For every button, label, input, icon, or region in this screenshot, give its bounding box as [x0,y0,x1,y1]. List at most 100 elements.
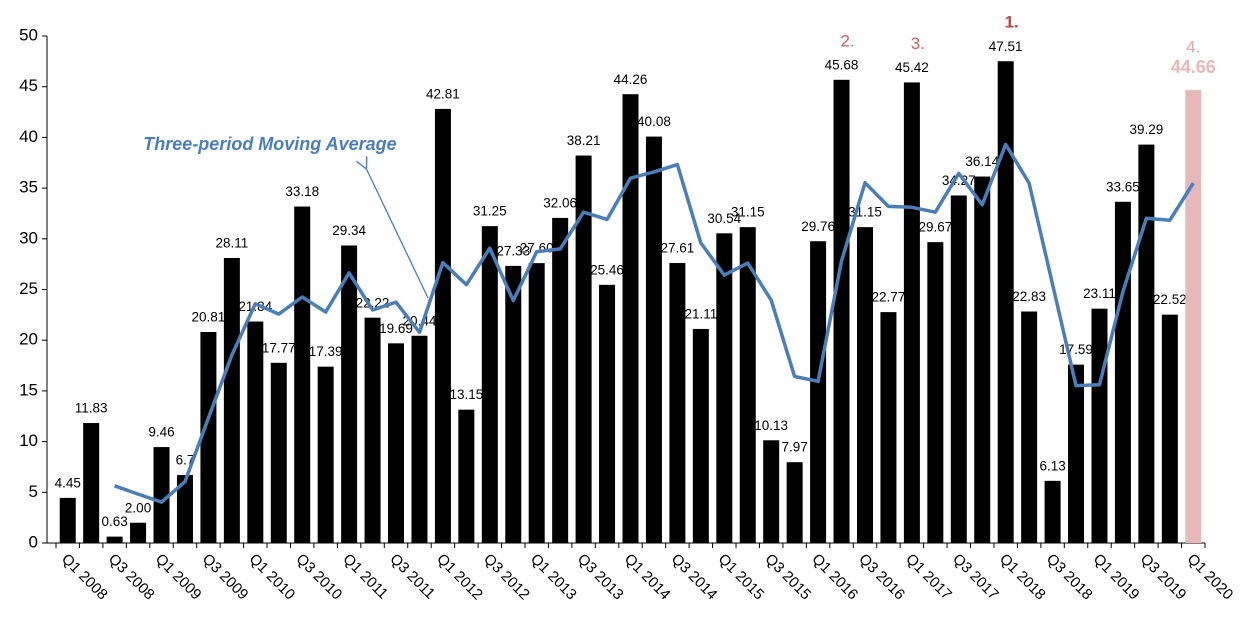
bar [997,61,1014,544]
bar [458,409,475,543]
rank-label: 4. [1186,38,1200,57]
value-label: 40.08 [637,114,671,129]
bar [388,343,405,543]
value-label: 22.83 [1012,289,1046,304]
x-tick-label: Q1 2012 [433,551,486,604]
bar [83,423,100,543]
x-tick-label: Q1 2015 [715,551,768,604]
value-label: 29.67 [918,220,952,235]
bar [552,217,569,543]
x-tick-label: Q3 2009 [199,551,252,604]
bar [294,206,311,543]
bar [763,440,780,543]
value-label: 6.7 [176,453,195,468]
value-label: 17.77 [262,340,296,355]
bar [856,227,873,543]
moving-average-line [114,142,1195,504]
bar [223,257,240,543]
bar [153,447,170,543]
y-tick-label: 40 [19,127,38,146]
bar [1091,308,1108,543]
bar [1068,364,1085,543]
value-label: 38.21 [567,133,601,148]
x-tick-label: Q3 2013 [574,551,627,604]
value-label: 30.54 [707,211,741,226]
bar [950,195,967,543]
y-tick-label: 25 [19,279,38,298]
x-tick-label: Q3 2017 [949,551,1002,604]
x-tick-label: Q1 2016 [808,551,861,604]
value-label: 33.65 [1106,179,1140,194]
bar [1161,314,1178,543]
x-tick-label: Q3 2010 [293,551,346,604]
x-tick-label: Q3 2019 [1137,551,1190,604]
bar [317,366,334,543]
value-label: 6.13 [1039,458,1065,473]
bar [1021,311,1038,543]
bar [974,176,991,543]
bar [341,245,358,543]
rank-label: 2. [840,31,854,50]
value-label: 29.76 [801,219,835,234]
value-label: 47.51 [989,39,1023,54]
value-label: 22.52 [1153,292,1187,307]
value-label: 20.44 [403,313,437,328]
y-tick-label: 10 [19,431,38,450]
value-label: 9.46 [148,425,174,440]
x-tick-label: Q1 2014 [621,551,674,604]
x-tick-label: Q1 2018 [996,551,1049,604]
bar [176,475,193,543]
y-tick-label: 35 [19,178,38,197]
value-label: 21.11 [684,307,717,322]
annotation-arrow [366,168,429,299]
x-tick-label: Q3 2012 [480,551,533,604]
bar [622,94,639,543]
bar [575,155,592,543]
bar [1185,90,1202,544]
x-tick-label: Q1 2017 [902,551,955,604]
value-label: 25.46 [590,262,624,277]
x-tick-label: Q3 2008 [105,551,158,604]
value-label: 13.15 [449,387,483,402]
y-tick-label: 50 [19,25,38,44]
bar [599,284,616,543]
x-tick-label: Q3 2011 [386,551,438,603]
rank-label: 3. [911,34,925,53]
bar [270,362,287,543]
value-label: 45.68 [825,57,859,72]
bar [200,331,217,543]
value-label: 44.26 [614,72,648,87]
value-label: 31.15 [731,205,765,220]
bar [927,242,944,544]
value-label: 44.66 [1171,57,1216,77]
x-tick-label: Q1 2013 [527,551,580,604]
x-tick-label: Q1 2010 [246,551,299,604]
bar [716,233,733,543]
x-tick-label: Q3 2018 [1043,551,1096,604]
bar [1114,201,1131,543]
bar [786,462,803,543]
value-label: 22.77 [872,290,906,305]
value-label: 0.63 [101,514,127,529]
value-label: 20.81 [192,310,226,325]
x-tick-label: Q1 2011 [339,551,391,603]
x-tick-label: Q1 2009 [152,551,205,604]
bar [739,227,756,543]
bar [528,263,545,543]
value-label: 33.18 [285,184,319,199]
bar [810,241,827,544]
bar [247,321,264,543]
x-tick-label: Q3 2016 [855,551,908,604]
value-label: 2.00 [125,500,151,515]
value-label: 7.97 [782,440,808,455]
moving-average-label: Three-period Moving Average [143,134,396,154]
value-label: 28.11 [215,236,248,251]
bar [481,226,498,543]
x-tick-label: Q3 2014 [668,551,721,604]
value-label: 27.61 [660,241,694,256]
value-label: 19.69 [379,321,413,336]
value-label: 17.39 [309,344,343,359]
value-label: 11.83 [75,401,108,416]
bar [692,328,709,543]
